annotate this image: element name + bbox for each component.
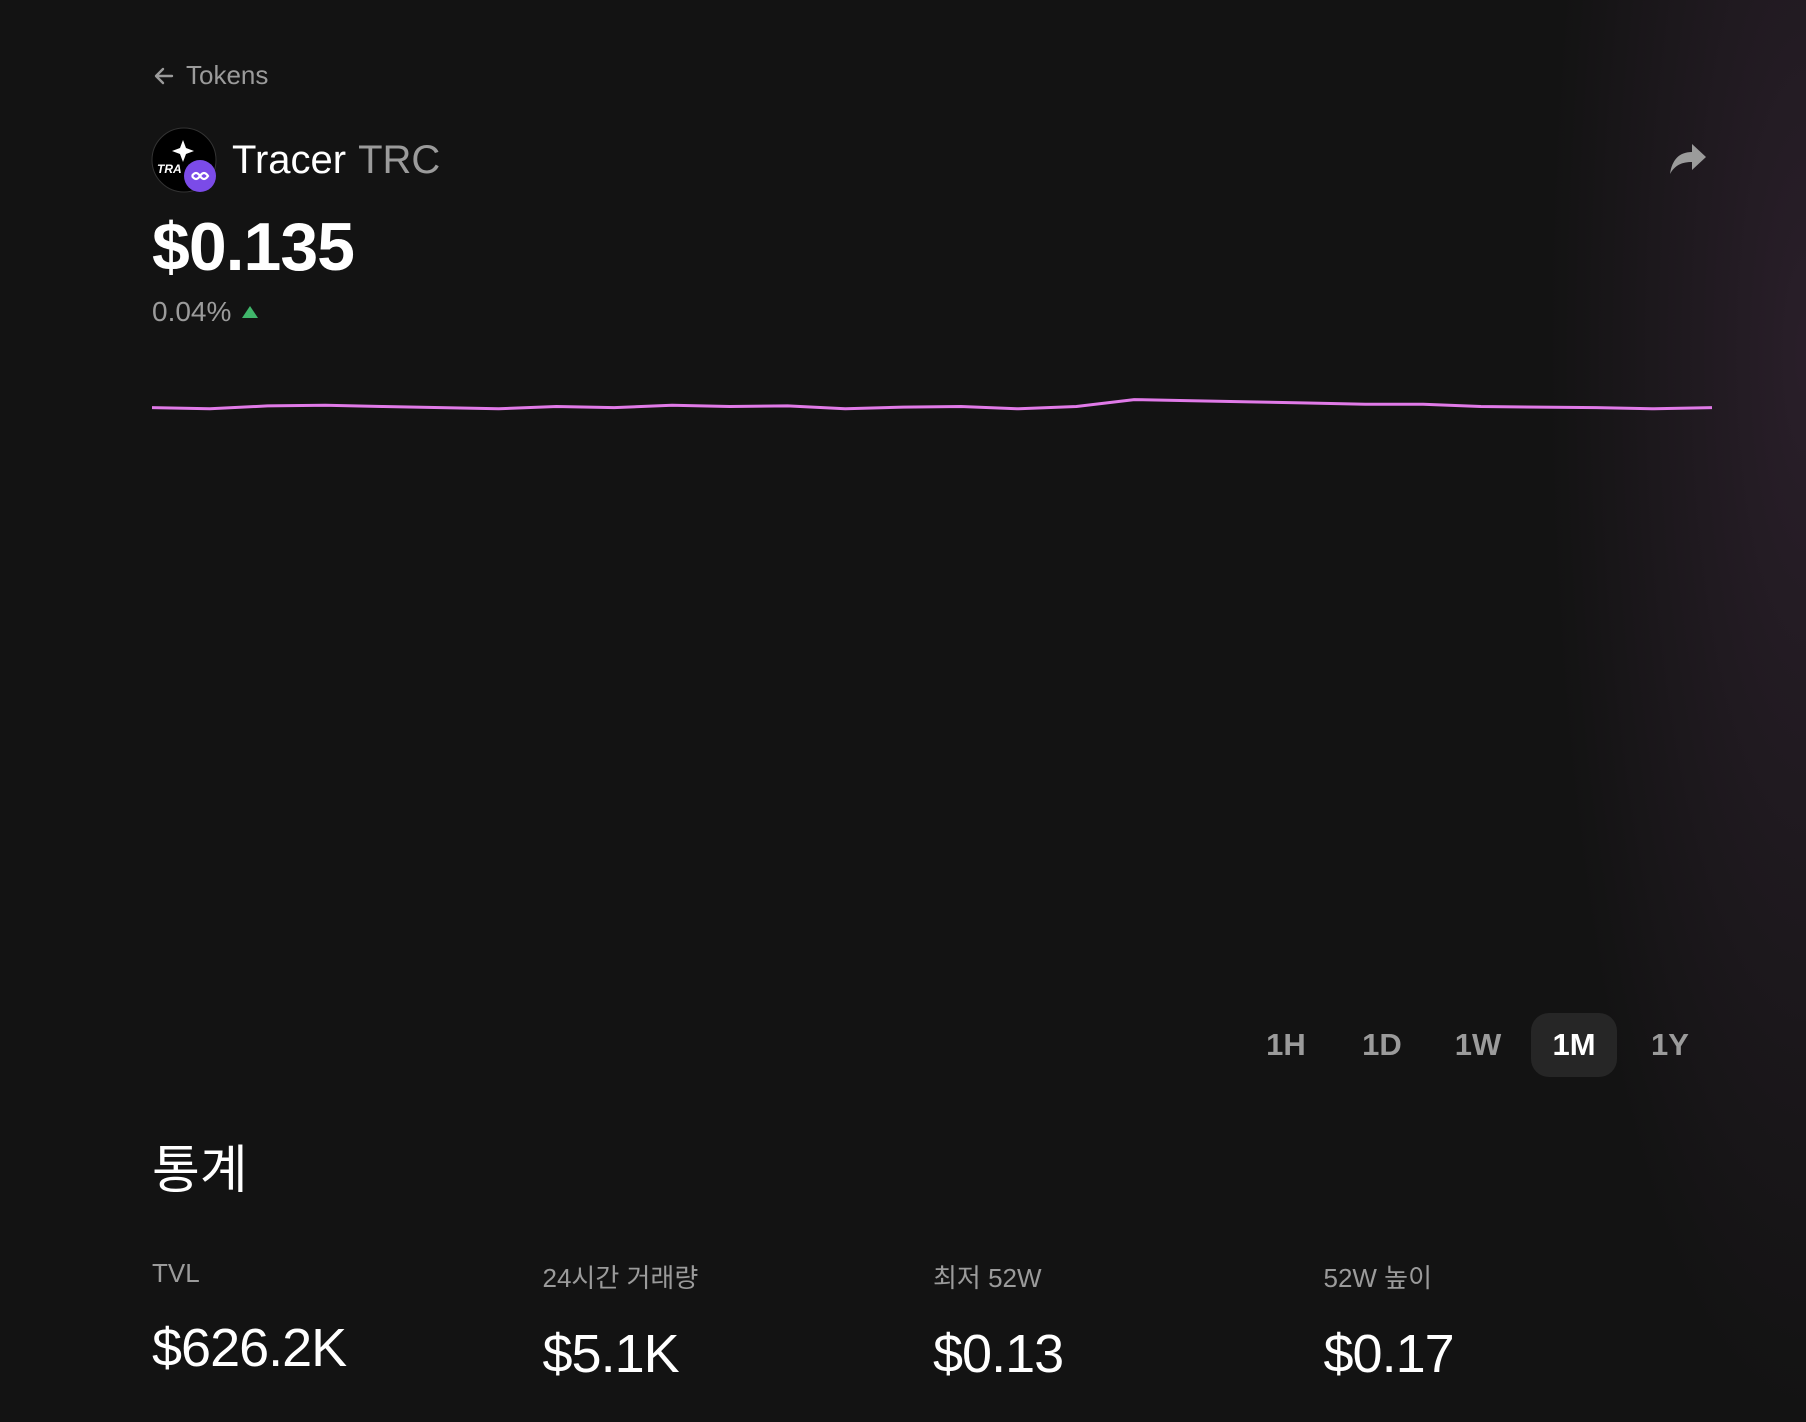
back-arrow — [154, 67, 174, 84]
stat-label: 52W 높이 — [1323, 1263, 1433, 1293]
price-chart — [151, 398, 1713, 411]
time-range-button[interactable]: 1W — [1454, 1027, 1502, 1062]
time-range-selector: 1H 1D 1W 1M 1Y — [1243, 1013, 1713, 1077]
background-glow — [1546, 0, 1806, 1422]
stat-value: $0.17 — [1323, 1324, 1455, 1384]
stat-item: TVL $626.2K — [152, 1258, 347, 1379]
token-name: Tracer — [232, 138, 347, 182]
time-range-button[interactable]: 1H — [1266, 1027, 1306, 1062]
time-range-button[interactable]: 1Y — [1651, 1027, 1689, 1062]
stat-value: $5.1K — [542, 1324, 680, 1384]
token-price: $0.135 — [152, 209, 355, 285]
stat-label: TVL — [152, 1258, 200, 1288]
logo-text: TRA — [157, 162, 182, 176]
token-logo: TRA — [151, 127, 217, 193]
stat-item: 최저 52W $0.13 — [933, 1258, 1064, 1385]
stats-title: 통계 — [152, 1142, 248, 1200]
change-value: 0.04% — [152, 296, 232, 327]
token-symbol: TRC — [358, 138, 441, 182]
stat-label: 최저 52W — [933, 1263, 1042, 1293]
stat-item: 52W 높이 $0.17 — [1323, 1258, 1455, 1385]
stat-label: 24시간 거래량 — [542, 1263, 699, 1293]
share-button[interactable] — [1668, 142, 1708, 178]
stat-value: $0.13 — [933, 1324, 1064, 1384]
stat-item: 24시간 거래량 $5.1K — [543, 1258, 699, 1385]
token-title: Tracer TRC — [232, 138, 440, 183]
back-link[interactable]: Tokens — [152, 60, 268, 91]
stat-value: $626.2K — [152, 1318, 347, 1378]
price-change: 0.04% — [152, 296, 259, 328]
back-label: Tokens — [186, 60, 269, 90]
price-line — [151, 398, 1713, 411]
time-range-button[interactable]: 1D — [1362, 1027, 1402, 1062]
time-range-button[interactable]: 1M — [1531, 1013, 1617, 1077]
up-indicator — [242, 306, 259, 318]
